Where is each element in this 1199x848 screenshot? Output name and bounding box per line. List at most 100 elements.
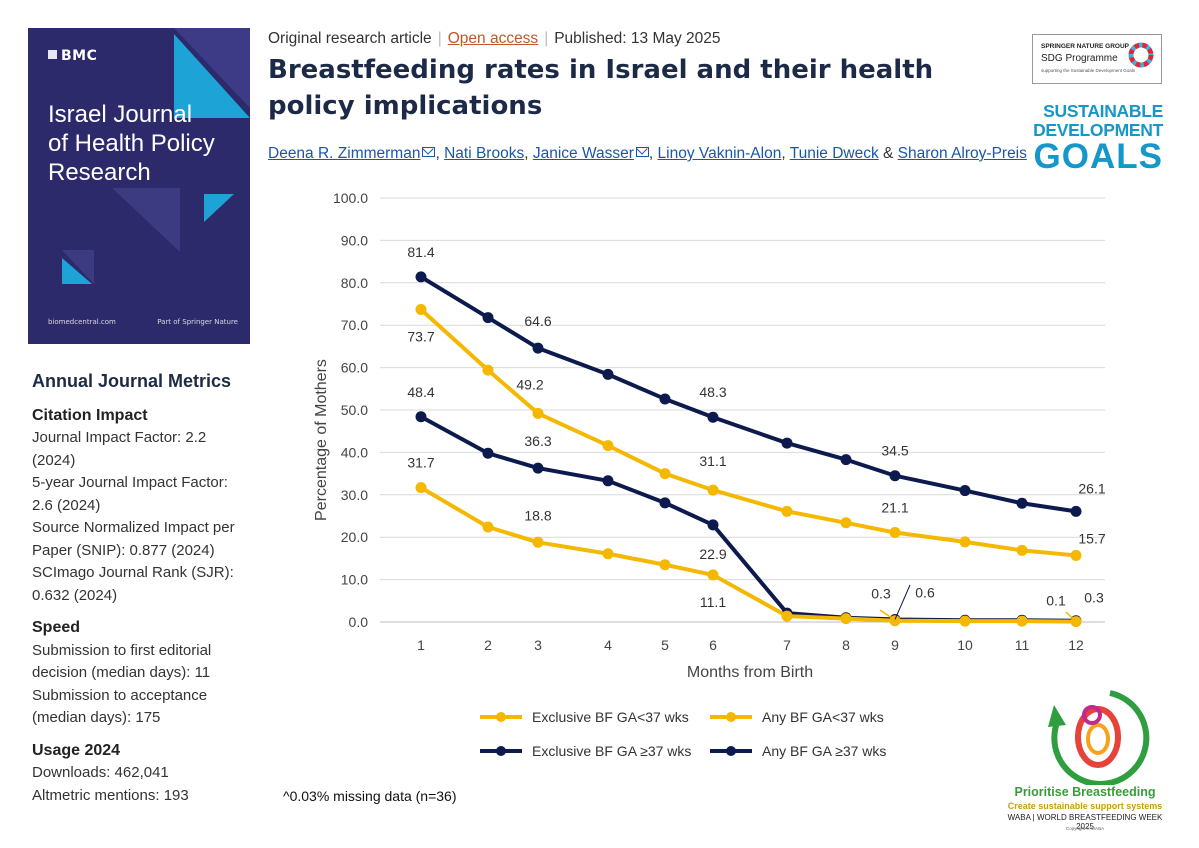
journal-metrics: Annual Journal Metrics Citation Impact J… bbox=[32, 370, 252, 817]
y-tick-label: 60.0 bbox=[341, 360, 368, 376]
data-point bbox=[889, 470, 901, 482]
data-label: 18.8 bbox=[524, 507, 551, 523]
sdg-wheel-icon bbox=[1128, 42, 1154, 68]
waba-logo[interactable]: Prioritise Breastfeeding Create sustaina… bbox=[1000, 685, 1190, 831]
data-point bbox=[532, 342, 544, 354]
y-tick-labels: 0.0 10.0 20.0 30.0 40.0 50.0 60.0 70.0 80.0 90.0 1… bbox=[333, 190, 368, 630]
x-tick-label: 6 bbox=[709, 637, 717, 653]
sn-tagline-text: supporting the Sustainable Development G… bbox=[1041, 68, 1136, 73]
author-link[interactable]: Deena R. Zimmerman bbox=[268, 145, 421, 162]
author-link[interactable]: Tunie Dweck bbox=[789, 145, 879, 162]
article-title: Breastfeeding rates in Israel and their … bbox=[268, 55, 934, 121]
author-separator: , bbox=[648, 145, 658, 162]
y-tick-label: 50.0 bbox=[341, 402, 368, 418]
sdg-logo[interactable]: SUSTAINABLE DEVELOPMENT GOALS bbox=[1033, 102, 1163, 176]
metrics-heading: Annual Journal Metrics bbox=[32, 371, 232, 391]
open-access-link[interactable]: Open access bbox=[447, 30, 539, 47]
article-type: Original research article bbox=[268, 30, 432, 47]
author-separator: , bbox=[781, 145, 790, 162]
group-title: Speed bbox=[32, 619, 81, 636]
metric-line: 0.632 (2024) bbox=[32, 586, 118, 604]
email-icon[interactable] bbox=[635, 147, 649, 157]
data-label: 34.5 bbox=[881, 443, 908, 459]
x-tick-label: 1 bbox=[417, 637, 425, 653]
data-point bbox=[1016, 497, 1028, 509]
sdg-line: DEVELOPMENT bbox=[1033, 120, 1163, 140]
author-link[interactable]: Janice Wasser bbox=[532, 145, 634, 162]
leader-line bbox=[894, 584, 911, 620]
y-tick-label: 100.0 bbox=[333, 190, 368, 206]
data-point bbox=[707, 569, 719, 581]
metric-line: Submission to acceptance bbox=[32, 686, 208, 704]
data-label: 64.6 bbox=[524, 313, 551, 329]
cover-footer: biomedcentral.com Part of Springer Natur… bbox=[48, 318, 238, 326]
email-icon[interactable] bbox=[422, 147, 436, 157]
data-point bbox=[889, 615, 901, 627]
waba-line: Prioritise Breastfeeding bbox=[1014, 785, 1156, 799]
leader-line bbox=[1065, 611, 1077, 623]
data-point bbox=[482, 312, 494, 324]
metric-line: (2024) bbox=[32, 451, 76, 469]
data-point bbox=[781, 437, 793, 449]
y-axis-label: Percentage of Mothers bbox=[313, 359, 330, 521]
data-point bbox=[482, 447, 494, 459]
y-tick-label: 70.0 bbox=[341, 317, 368, 333]
article-meta: Original research article | Open access | Pu… bbox=[268, 30, 721, 47]
metric-line: Submission to first editorial bbox=[32, 641, 212, 659]
sdg-line: GOALS bbox=[1033, 137, 1163, 176]
data-point bbox=[707, 411, 719, 423]
data-point bbox=[707, 484, 719, 496]
data-point bbox=[659, 393, 671, 405]
legend-marker bbox=[496, 712, 506, 722]
data-point bbox=[959, 485, 971, 497]
data-label: 81.4 bbox=[407, 244, 434, 260]
data-point bbox=[482, 521, 494, 533]
data-point bbox=[1016, 615, 1028, 627]
waba-line: Create sustainable support systems bbox=[1007, 801, 1163, 811]
y-tick-label: 40.0 bbox=[341, 444, 368, 460]
bmc-logo: BMC bbox=[48, 48, 97, 64]
y-tick-label: 30.0 bbox=[341, 487, 368, 503]
data-point bbox=[482, 364, 494, 376]
data-point bbox=[707, 519, 719, 531]
journal-cover[interactable]: BMC Israel Journal of Health Policy Rese… bbox=[28, 28, 250, 344]
data-label: 15.7 bbox=[1078, 530, 1105, 546]
metric-line: 5-year Journal Impact Factor: bbox=[32, 474, 228, 491]
data-point bbox=[1016, 544, 1028, 556]
missing-data-note: ^0.03% missing data (n=36) bbox=[283, 788, 457, 804]
sn-programme-text: SDG Programme bbox=[1041, 53, 1118, 64]
legend-label: Exclusive BF GA ≥37 wks bbox=[532, 743, 691, 759]
data-label: 48.4 bbox=[407, 384, 434, 400]
data-point bbox=[415, 411, 427, 423]
legend-label: Any BF GA<37 wks bbox=[762, 709, 884, 725]
chart-legend: Exclusive BF GA<37 wks Any BF GA<37 wks Ex… bbox=[480, 709, 886, 759]
data-label: 31.1 bbox=[699, 453, 726, 469]
legend-marker bbox=[726, 712, 736, 722]
data-label: 48.3 bbox=[699, 384, 726, 400]
data-point bbox=[602, 475, 614, 487]
author-link[interactable]: Nati Brooks bbox=[444, 145, 525, 162]
author-separator: , bbox=[435, 145, 445, 162]
series-line bbox=[419, 308, 1077, 558]
springer-sdg-logo[interactable]: SPRINGER NATURE GROUP SDG Programme supp… bbox=[1032, 34, 1162, 84]
legend-label: Exclusive BF GA<37 wks bbox=[532, 709, 689, 725]
legend-marker bbox=[496, 746, 506, 756]
leader-line bbox=[879, 609, 893, 619]
published-date: Published: 13 May 2025 bbox=[554, 30, 721, 47]
data-point bbox=[1070, 549, 1082, 561]
x-tick-label: 5 bbox=[661, 637, 669, 653]
data-label: 31.7 bbox=[407, 455, 434, 471]
legend-label: Any BF GA ≥37 wks bbox=[762, 743, 886, 759]
cover-decoration bbox=[62, 28, 250, 284]
author-link[interactable]: Linoy Vaknin-Alon bbox=[657, 145, 782, 162]
author-link[interactable]: Sharon Alroy-Preis bbox=[897, 145, 1027, 162]
data-label: 26.1 bbox=[1078, 480, 1105, 496]
data-point bbox=[659, 497, 671, 509]
data-label: 73.7 bbox=[407, 329, 434, 345]
data-label: 0.3 bbox=[871, 586, 891, 602]
sn-group-text: SPRINGER NATURE GROUP bbox=[1041, 43, 1129, 50]
data-label: 22.9 bbox=[699, 546, 726, 562]
metric-line: Downloads: 462,041 bbox=[32, 764, 169, 781]
x-tick-label: 12 bbox=[1068, 637, 1084, 653]
y-tick-label: 20.0 bbox=[341, 529, 368, 545]
